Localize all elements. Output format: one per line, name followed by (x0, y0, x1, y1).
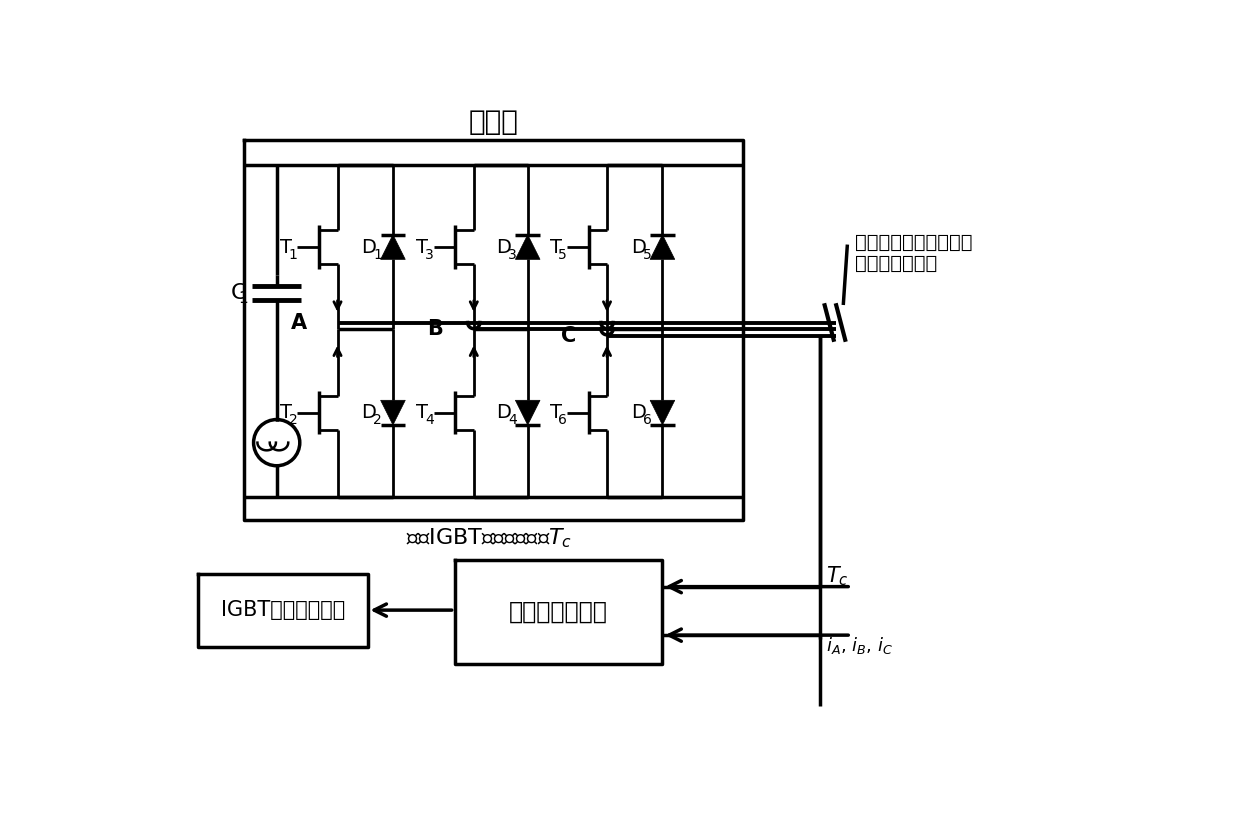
Text: $T_c$: $T_c$ (826, 564, 849, 588)
Text: 变流器: 变流器 (469, 108, 518, 136)
Polygon shape (650, 400, 675, 425)
Text: T: T (417, 238, 428, 256)
Text: T: T (417, 403, 428, 422)
Text: 5: 5 (558, 247, 567, 262)
Text: D: D (631, 403, 646, 422)
Text: 4: 4 (508, 414, 517, 427)
Text: 1: 1 (373, 247, 382, 262)
Text: T: T (549, 403, 562, 422)
Text: IGBT关断特性曲线: IGBT关断特性曲线 (221, 600, 345, 620)
Text: 3: 3 (425, 247, 434, 262)
Text: 2: 2 (289, 414, 298, 427)
Text: 1: 1 (239, 291, 248, 306)
Text: D: D (496, 403, 511, 422)
Text: C: C (560, 326, 577, 347)
Text: T: T (280, 238, 293, 256)
Text: D: D (361, 238, 376, 256)
Text: D: D (361, 403, 376, 422)
Text: T: T (280, 403, 293, 422)
Text: B: B (427, 318, 443, 339)
Text: $i_A$, $i_B$, $i_C$: $i_A$, $i_B$, $i_C$ (826, 636, 893, 656)
Text: 数据分析与处理: 数据分析与处理 (510, 600, 608, 624)
Text: 4: 4 (425, 414, 434, 427)
Polygon shape (381, 400, 405, 425)
Text: 非接触式电流测量元件: 非接触式电流测量元件 (854, 233, 972, 252)
Text: D: D (496, 238, 511, 256)
Text: A: A (290, 313, 306, 333)
Polygon shape (516, 234, 541, 260)
Text: C: C (231, 283, 246, 304)
Text: D: D (631, 238, 646, 256)
Polygon shape (516, 400, 541, 425)
Polygon shape (650, 234, 675, 260)
Polygon shape (381, 234, 405, 260)
Text: T: T (549, 238, 562, 256)
Text: 6: 6 (558, 414, 567, 427)
Text: 5: 5 (642, 247, 652, 262)
Text: 2: 2 (373, 414, 382, 427)
Text: 3: 3 (508, 247, 517, 262)
Text: 6: 6 (642, 414, 652, 427)
Text: 测量IGBT模块表壳温度$T_c$: 测量IGBT模块表壳温度$T_c$ (407, 527, 572, 550)
Text: 测量输出相电流: 测量输出相电流 (854, 254, 937, 273)
Text: 1: 1 (289, 247, 298, 262)
